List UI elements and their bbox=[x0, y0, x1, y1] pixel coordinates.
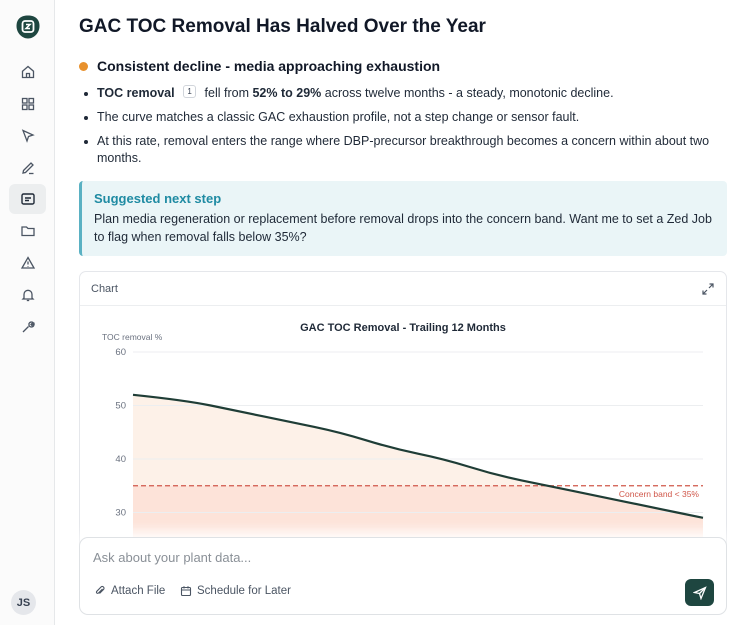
bullet-item: At this rate, removal enters the range w… bbox=[79, 133, 727, 167]
bullet-highlight: 52% to 29% bbox=[252, 86, 322, 100]
threshold-label: Concern band < 35% bbox=[619, 489, 700, 499]
chart-card-header: Chart bbox=[80, 272, 726, 306]
chat-input[interactable] bbox=[93, 550, 653, 565]
y-tick-label: 30 bbox=[115, 508, 126, 519]
chat-report-icon bbox=[20, 193, 35, 205]
y-tick-label: 60 bbox=[115, 347, 126, 358]
chart-card-label: Chart bbox=[91, 283, 118, 295]
grid-icon bbox=[21, 97, 34, 111]
chat-composer: Attach File Schedule for Later bbox=[79, 537, 727, 615]
y-tick-label: 50 bbox=[115, 401, 126, 412]
suggestion-callout: Suggested next step Plan media regenerat… bbox=[79, 181, 727, 256]
chart-card: Chart GAC TOC Removal - Trailing 12 Mont… bbox=[79, 271, 727, 571]
sidebar: JS bbox=[0, 0, 55, 625]
chart-title: GAC TOC Removal - Trailing 12 Months bbox=[300, 322, 506, 334]
bullet-text: across twelve months - a steady, monoton… bbox=[324, 86, 614, 100]
sidebar-item-files[interactable] bbox=[9, 216, 46, 246]
paperclip-icon bbox=[95, 585, 105, 594]
attach-file-button[interactable]: Attach File bbox=[94, 585, 165, 597]
app-logo[interactable] bbox=[15, 14, 41, 40]
user-avatar[interactable]: JS bbox=[11, 590, 36, 615]
send-icon bbox=[692, 585, 707, 600]
bullet-text: fell from bbox=[204, 86, 249, 100]
schedule-later-label: Schedule for Later bbox=[197, 585, 291, 597]
send-button[interactable] bbox=[685, 579, 714, 606]
bullet-item: The curve matches a classic GAC exhausti… bbox=[79, 109, 727, 126]
callout-text: Plan media regeneration or replacement b… bbox=[94, 212, 712, 244]
sidebar-item-reports[interactable] bbox=[9, 184, 46, 214]
y-axis-label: TOC removal % bbox=[102, 332, 163, 342]
finding-title: Consistent decline - media approaching e… bbox=[97, 58, 441, 74]
pen-icon bbox=[21, 162, 34, 175]
sidebar-item-notifications[interactable] bbox=[9, 280, 46, 310]
folder-icon bbox=[20, 226, 35, 237]
bullet-item: TOC removal 1 fell from 52% to 29% acros… bbox=[79, 85, 727, 102]
main-content: GAC TOC Removal Has Halved Over the Year… bbox=[79, 0, 729, 625]
finding-heading: Consistent decline - media approaching e… bbox=[79, 58, 440, 74]
bell-icon bbox=[20, 289, 35, 302]
series-line bbox=[132, 393, 704, 519]
attach-file-label: Attach File bbox=[111, 585, 166, 597]
status-dot bbox=[79, 61, 88, 71]
home-icon bbox=[21, 65, 34, 79]
schedule-later-button[interactable]: Schedule for Later bbox=[180, 585, 291, 597]
calendar-icon bbox=[180, 586, 192, 597]
sidebar-item-tools[interactable] bbox=[9, 312, 46, 342]
sidebar-item-navigate[interactable] bbox=[9, 121, 46, 151]
metric-term: TOC removal bbox=[97, 86, 175, 100]
expand-icon[interactable] bbox=[701, 282, 715, 296]
page-title: GAC TOC Removal Has Halved Over the Year bbox=[79, 16, 486, 37]
callout-title: Suggested next step bbox=[94, 191, 222, 206]
chart-plot: GAC TOC Removal - Trailing 12 Months TOC … bbox=[102, 322, 704, 570]
cursor-icon bbox=[21, 129, 35, 143]
wrench-icon bbox=[22, 321, 35, 333]
citation-badge[interactable]: 1 bbox=[183, 85, 197, 98]
bullet-list: TOC removal 1 fell from 52% to 29% acros… bbox=[79, 85, 727, 174]
sidebar-item-dashboard[interactable] bbox=[9, 89, 46, 119]
y-tick-label: 40 bbox=[115, 454, 126, 465]
sidebar-item-alerts[interactable] bbox=[9, 248, 46, 278]
sidebar-item-edit[interactable] bbox=[9, 153, 46, 183]
sidebar-item-home[interactable] bbox=[9, 57, 46, 87]
warning-icon bbox=[20, 256, 35, 269]
